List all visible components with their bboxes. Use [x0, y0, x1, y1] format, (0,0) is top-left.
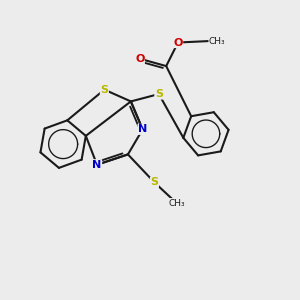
Text: S: S	[155, 89, 163, 99]
Text: CH₃: CH₃	[168, 199, 185, 208]
Text: N: N	[138, 124, 147, 134]
Text: N: N	[92, 160, 102, 170]
Text: O: O	[173, 38, 183, 47]
Text: S: S	[150, 177, 158, 188]
Text: CH₃: CH₃	[209, 37, 226, 46]
Text: S: S	[100, 85, 108, 94]
Text: O: O	[135, 54, 144, 64]
